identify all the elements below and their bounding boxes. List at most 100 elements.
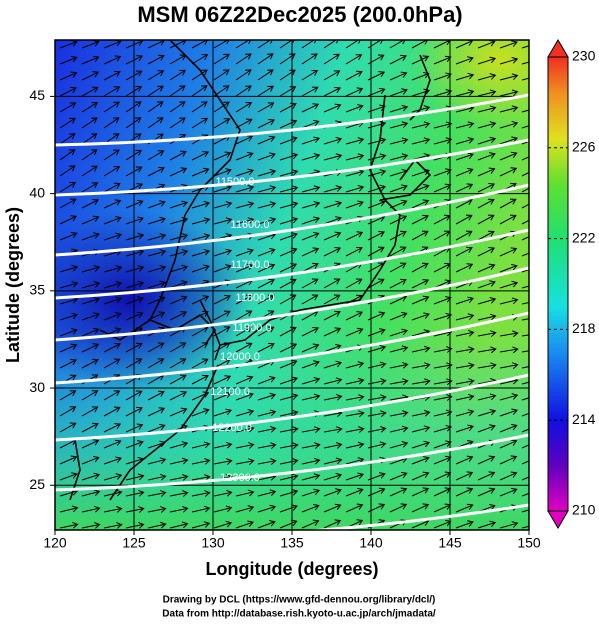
wind-arrow: [455, 214, 473, 225]
wind-arrow: [521, 492, 529, 497]
contour-label: 12100.0: [210, 386, 250, 398]
wind-arrow: [59, 71, 78, 81]
wind-arrow: [455, 503, 474, 513]
wind-arrow: [279, 136, 298, 145]
wind-arrow: [103, 216, 122, 225]
wind-arrow: [433, 409, 453, 417]
x-tick-label: 120: [43, 535, 67, 551]
wind-arrow: [125, 473, 145, 481]
wind-arrow: [345, 200, 364, 209]
wind-arrow: [455, 230, 473, 241]
wind-arrow: [257, 442, 277, 449]
wind-arrow: [345, 503, 364, 513]
wind-arrow: [499, 56, 519, 65]
wind-arrow: [279, 504, 298, 513]
wind-arrow: [455, 137, 475, 145]
wind-arrow: [103, 456, 122, 465]
wind-arrow: [323, 278, 341, 289]
x-tick-label: 150: [517, 535, 541, 551]
wind-arrow: [191, 217, 211, 225]
wind-arrow: [499, 264, 518, 273]
wind-arrow: [521, 219, 529, 225]
contour-label: 12000.0: [220, 351, 260, 363]
wind-arrow: [81, 55, 100, 65]
wind-arrow: [301, 103, 320, 113]
wind-arrow: [389, 441, 409, 449]
wind-arrow: [455, 56, 474, 65]
wind-arrow: [169, 490, 189, 497]
wind-arrow: [301, 153, 321, 161]
wind-arrow: [345, 394, 365, 401]
wind-arrow: [213, 520, 233, 529]
wind-arrow: [411, 471, 430, 481]
wind-arrow: [389, 184, 408, 193]
wind-arrow: [323, 200, 343, 209]
wind-arrow: [169, 167, 188, 177]
wind-arrow: [521, 334, 529, 337]
wind-arrow: [191, 441, 211, 449]
wind-arrow: [433, 296, 452, 305]
wind-arrow: [279, 40, 295, 49]
wind-arrow: [301, 247, 320, 257]
wind-arrow: [213, 168, 232, 177]
wind-arrow: [521, 318, 529, 321]
wind-arrow: [301, 231, 320, 241]
wind-arrow: [147, 216, 167, 225]
wind-arrow: [279, 232, 298, 241]
wind-arrow: [279, 519, 298, 529]
wind-arrow: [411, 121, 431, 129]
wind-arrow: [433, 394, 453, 401]
wind-arrow: [257, 263, 276, 273]
wind-arrow: [257, 248, 276, 257]
wind-arrow: [345, 137, 365, 145]
wind-arrow: [59, 215, 78, 225]
wind-arrow: [81, 358, 99, 369]
wind-arrow: [477, 105, 497, 113]
wind-arrow: [345, 426, 365, 433]
wind-arrow: [323, 503, 342, 513]
wind-arrow: [147, 54, 165, 65]
wind-arrow: [477, 455, 496, 465]
wind-arrow: [411, 409, 431, 417]
wind-arrow: [191, 505, 211, 513]
wind-arrow: [81, 422, 99, 433]
wind-arrow: [81, 343, 100, 353]
wind-arrow: [389, 262, 407, 273]
wind-arrow: [59, 55, 78, 65]
wind-arrow: [103, 423, 122, 433]
wind-arrow: [103, 117, 120, 129]
wind-arrow: [257, 294, 275, 305]
wind-arrow: [499, 439, 518, 449]
wind-arrow: [455, 296, 475, 305]
wind-arrow: [191, 474, 211, 481]
wind-arrow: [323, 216, 342, 225]
wind-arrow: [147, 280, 166, 289]
wind-arrow: [81, 312, 100, 321]
wind-arrow: [235, 425, 255, 433]
contour-line: [304, 503, 529, 530]
wind-arrow: [301, 262, 319, 273]
wind-arrow: [499, 214, 517, 225]
wind-arrow: [279, 201, 299, 209]
wind-arrow: [433, 312, 453, 321]
wind-arrow: [59, 472, 78, 481]
wind-arrow: [59, 40, 78, 49]
wind-arrow: [433, 183, 452, 193]
wind-arrow: [279, 247, 298, 257]
wind-arrow: [345, 457, 365, 465]
wind-arrow: [59, 390, 77, 401]
wind-arrow: [345, 487, 364, 497]
wind-arrow: [125, 101, 142, 113]
wind-arrow: [81, 472, 101, 481]
colorbar-body: [547, 56, 569, 512]
wind-arrow: [103, 390, 121, 401]
wind-arrow: [103, 265, 123, 273]
wind-arrow: [499, 167, 518, 177]
wind-arrow: [455, 246, 473, 257]
wind-arrow: [323, 247, 342, 257]
wind-arrow: [213, 264, 232, 273]
wind-arrow: [235, 69, 252, 81]
wind-arrow: [345, 70, 363, 81]
contour-line: [55, 373, 529, 442]
wind-arrow: [389, 215, 408, 225]
